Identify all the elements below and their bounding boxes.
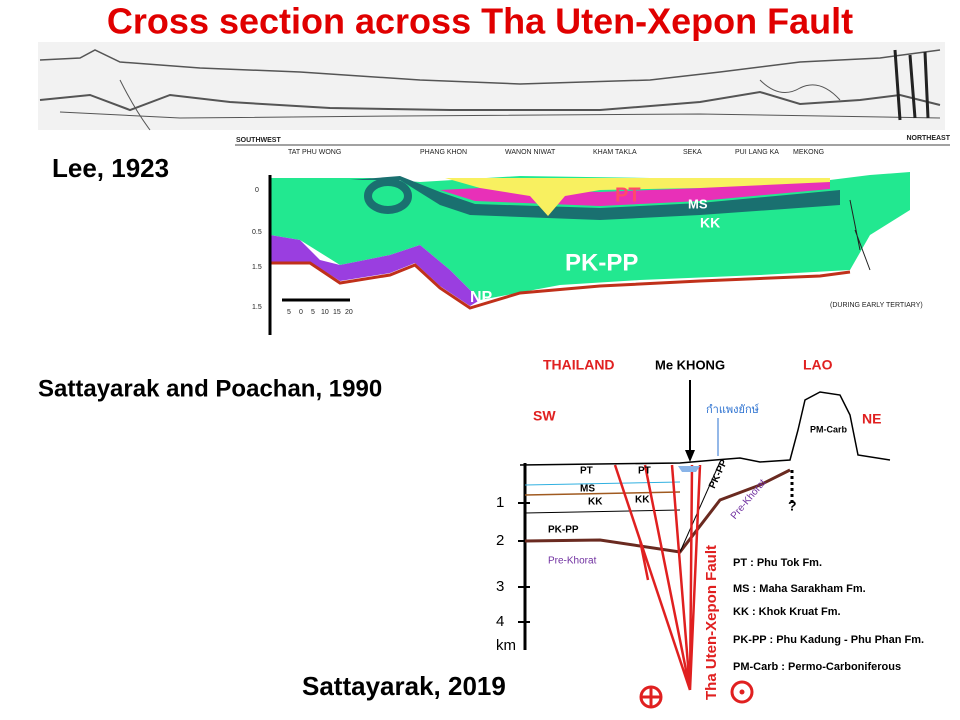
- scale-label: 0: [299, 309, 303, 316]
- sketch-surface: [39, 90, 941, 112]
- credit: Sattayarak, 2019: [302, 671, 506, 701]
- section-2019: [518, 380, 891, 709]
- unit-label: MS: [688, 196, 708, 211]
- away-dot: [739, 689, 745, 695]
- place: WANON NIWAT: [505, 149, 556, 156]
- unit-label: NP: [470, 289, 493, 306]
- note: (DURING EARLY TERTIARY): [830, 302, 923, 309]
- fault-label: Tha Uten-Xepon Fault: [703, 545, 720, 700]
- base-line: [270, 261, 851, 310]
- unit-label: PK-PP: [565, 249, 638, 276]
- depth-label: 0: [255, 187, 259, 194]
- depth-unit: km: [496, 637, 516, 654]
- old-sketch: [38, 42, 945, 131]
- title: Cross section across Tha Uten-Xepon Faul…: [107, 1, 853, 42]
- sketch-folds: [119, 79, 841, 131]
- ms-top: [524, 481, 681, 486]
- depth-label: 0.5: [252, 229, 262, 236]
- unit-label: PT: [638, 466, 651, 477]
- scale-label: 20: [345, 309, 353, 316]
- unit-label: KK: [635, 495, 650, 506]
- direction: SW: [533, 408, 556, 424]
- unit-label: KK: [700, 215, 720, 231]
- sketch-top: [39, 49, 941, 85]
- legend-item: PK-PP : Phu Kadung - Phu Phan Fm.: [733, 634, 924, 646]
- unit-label: MS: [580, 484, 595, 495]
- depth-label: 1.5: [252, 304, 262, 311]
- scale-label: 10: [321, 309, 329, 316]
- place: PHANG KHON: [420, 149, 467, 156]
- away-symbol: [730, 680, 754, 704]
- fault-branch: [679, 461, 721, 553]
- scale-label: 5: [287, 309, 291, 316]
- pt-layer: [445, 178, 830, 216]
- unit-label: PK-PP: [548, 525, 579, 536]
- place: PUI LANG KA: [735, 149, 779, 156]
- depth-label: 1.5: [252, 264, 262, 271]
- sketch-hatch: [893, 49, 930, 121]
- place: SEKA: [683, 149, 702, 156]
- direction: NE: [862, 411, 881, 427]
- country: THAILAND: [543, 357, 615, 373]
- place: KHAM TAKLA: [593, 149, 637, 156]
- kk-layer: [350, 176, 840, 220]
- direction: NORTHEAST: [906, 135, 950, 142]
- depth-label: 2: [496, 532, 504, 549]
- legend-item: PM-Carb : Permo-Carboniferous: [733, 661, 901, 673]
- place: MEKONG: [793, 149, 824, 156]
- fault-1990: [849, 199, 871, 271]
- unknown-label: ?: [788, 498, 797, 514]
- scale-label: 15: [333, 309, 341, 316]
- place: TAT PHU WONG: [288, 149, 341, 156]
- fold-loop: [364, 178, 412, 214]
- kk-top: [524, 491, 681, 496]
- river: [678, 466, 700, 472]
- depth-label: 3: [496, 578, 504, 595]
- np-layer: [270, 235, 480, 306]
- unit-label: PM-Carb: [810, 424, 848, 434]
- depth-label: 1: [496, 494, 504, 511]
- credit: Sattayarak and Poachan, 1990: [38, 375, 382, 402]
- direction: SOUTHWEST: [236, 137, 281, 144]
- arrowhead: [685, 450, 695, 462]
- river-label: Me KHONG: [655, 357, 725, 372]
- scale-label: 5: [311, 309, 315, 316]
- depth-ticks: [518, 502, 530, 623]
- credit: Lee, 1923: [52, 153, 169, 183]
- toward-cross: [641, 687, 661, 707]
- fault-lines: [613, 464, 702, 691]
- unit-label: KK: [588, 497, 603, 508]
- unit-label: PT: [615, 184, 641, 206]
- surface: [519, 391, 891, 466]
- legend-item: MS : Maha Sarakham Fm.: [733, 583, 866, 595]
- wall-label: กำแพงยักษ์: [706, 403, 759, 416]
- legend-item: KK : Khok Kruat Fm.: [733, 606, 841, 618]
- sketch-paper: [38, 42, 945, 130]
- pre-khorat-top: [524, 468, 791, 554]
- country: LAO: [803, 357, 833, 373]
- section-1990: SOUTHWEST NORTHEAST TAT PHU WONG PHANG K…: [235, 135, 951, 335]
- unit-label: Pre-Khorat: [548, 556, 597, 567]
- legend-item: PT : Phu Tok Fm.: [733, 557, 822, 569]
- depth-label: 4: [496, 613, 504, 630]
- unit-label: PT: [580, 466, 593, 477]
